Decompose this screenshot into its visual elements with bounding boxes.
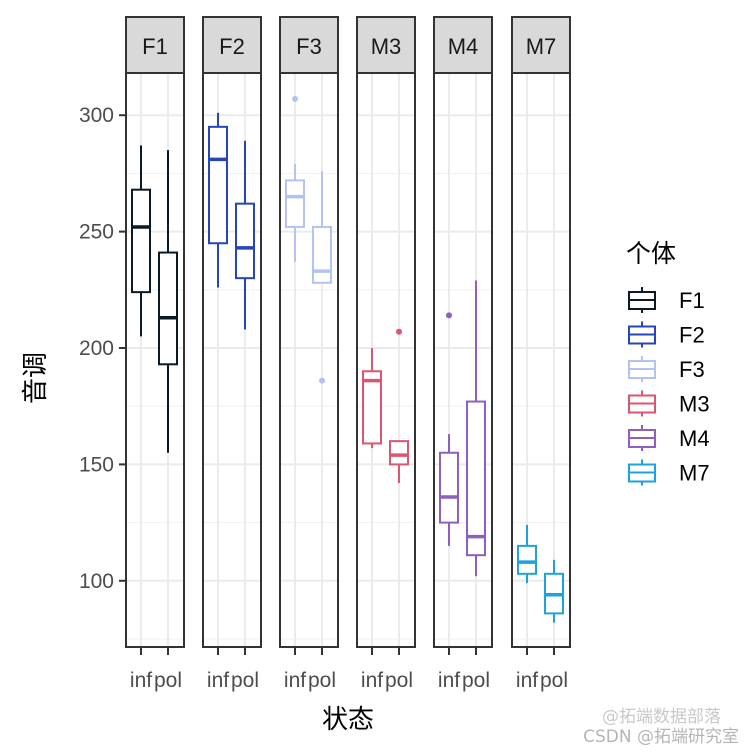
facet-strip-label: F1 (142, 34, 168, 59)
x-tick-label: inf (361, 669, 383, 692)
legend-item-f2: F2 (628, 321, 705, 348)
legend-title: 个体 (626, 239, 676, 268)
boxplot-f3-inf (285, 95, 305, 262)
x-tick-label: pol (540, 669, 568, 692)
outlier-point (396, 328, 402, 335)
legend-item-m7: M7 (628, 459, 710, 486)
y-tick-label: 250 (79, 221, 114, 244)
legend-label: F2 (679, 323, 705, 348)
legend-label: F3 (679, 357, 705, 382)
facet-panel-f3: F3 inf pol (279, 16, 339, 692)
legend-item-f1: F1 (628, 287, 705, 313)
facet-panel-m4: M4 inf pol (433, 16, 493, 692)
facet-strip-label: F3 (296, 34, 322, 59)
watermark-line-2: CSDN @拓端研究室 (583, 727, 739, 747)
x-axis-title: 状态 (322, 705, 374, 735)
x-tick-label: inf (130, 669, 152, 692)
boxplot-f1-inf (131, 145, 151, 337)
boxplot-f2-pol (235, 140, 255, 330)
x-tick-label: inf (516, 669, 538, 692)
legend-label: M4 (679, 426, 710, 451)
y-tick-label: 200 (79, 337, 114, 360)
outlier-point (319, 377, 325, 384)
boxplot-f2-inf (208, 112, 228, 288)
legend-label: M7 (679, 461, 710, 486)
facet-strip-label: M4 (448, 34, 479, 59)
y-tick-label: 100 (79, 570, 114, 593)
boxplot-m3-inf (362, 348, 382, 449)
boxplot-m4-pol (466, 280, 486, 577)
legend-item-m3: M3 (628, 390, 710, 417)
legend-item-f3: F3 (628, 356, 705, 382)
boxplot-f1-pol (158, 150, 178, 453)
x-tick-label: inf (284, 669, 306, 692)
boxplot-f3-pol (312, 171, 332, 384)
boxplot-m7-inf (517, 524, 537, 584)
facet-panel-f2: F2 inf pol (202, 16, 262, 692)
legend-item-m4: M4 (628, 425, 710, 451)
y-tick-label: 150 (79, 453, 114, 476)
watermark: @拓端数据部落 CSDN @拓端研究室 (583, 708, 739, 747)
facet-strip-label: F2 (219, 34, 245, 59)
facet-panel-m7: M7 inf pol (511, 16, 571, 692)
legend: 个体 F1 F2 F3 M3 M4 M7 (626, 239, 710, 486)
y-axis: 100 150 200 250 300 (79, 104, 126, 593)
boxplot-m7-pol (544, 559, 564, 623)
y-axis-title: 音调 (21, 352, 51, 404)
x-tick-label: inf (207, 669, 229, 692)
outlier-point (292, 95, 298, 102)
facet-strip-label: M7 (526, 34, 557, 59)
facet-panel-m3: M3 inf pol (356, 16, 416, 692)
facet-panel-f1: F1 inf pol (125, 16, 185, 692)
x-tick-label: pol (308, 669, 336, 692)
legend-label: F1 (679, 288, 705, 313)
x-tick-label: pol (462, 669, 490, 692)
x-tick-label: pol (154, 669, 182, 692)
y-tick-label: 300 (79, 104, 114, 127)
outlier-point (446, 312, 452, 319)
x-tick-label: pol (231, 669, 259, 692)
boxplot-m3-pol (389, 328, 409, 484)
legend-label: M3 (679, 392, 710, 417)
x-tick-label: pol (385, 669, 413, 692)
facet-strip-label: M3 (371, 34, 402, 59)
watermark-line-1: @拓端数据部落 (602, 707, 721, 727)
boxplot-m4-inf (439, 312, 459, 546)
x-tick-label: inf (438, 669, 460, 692)
